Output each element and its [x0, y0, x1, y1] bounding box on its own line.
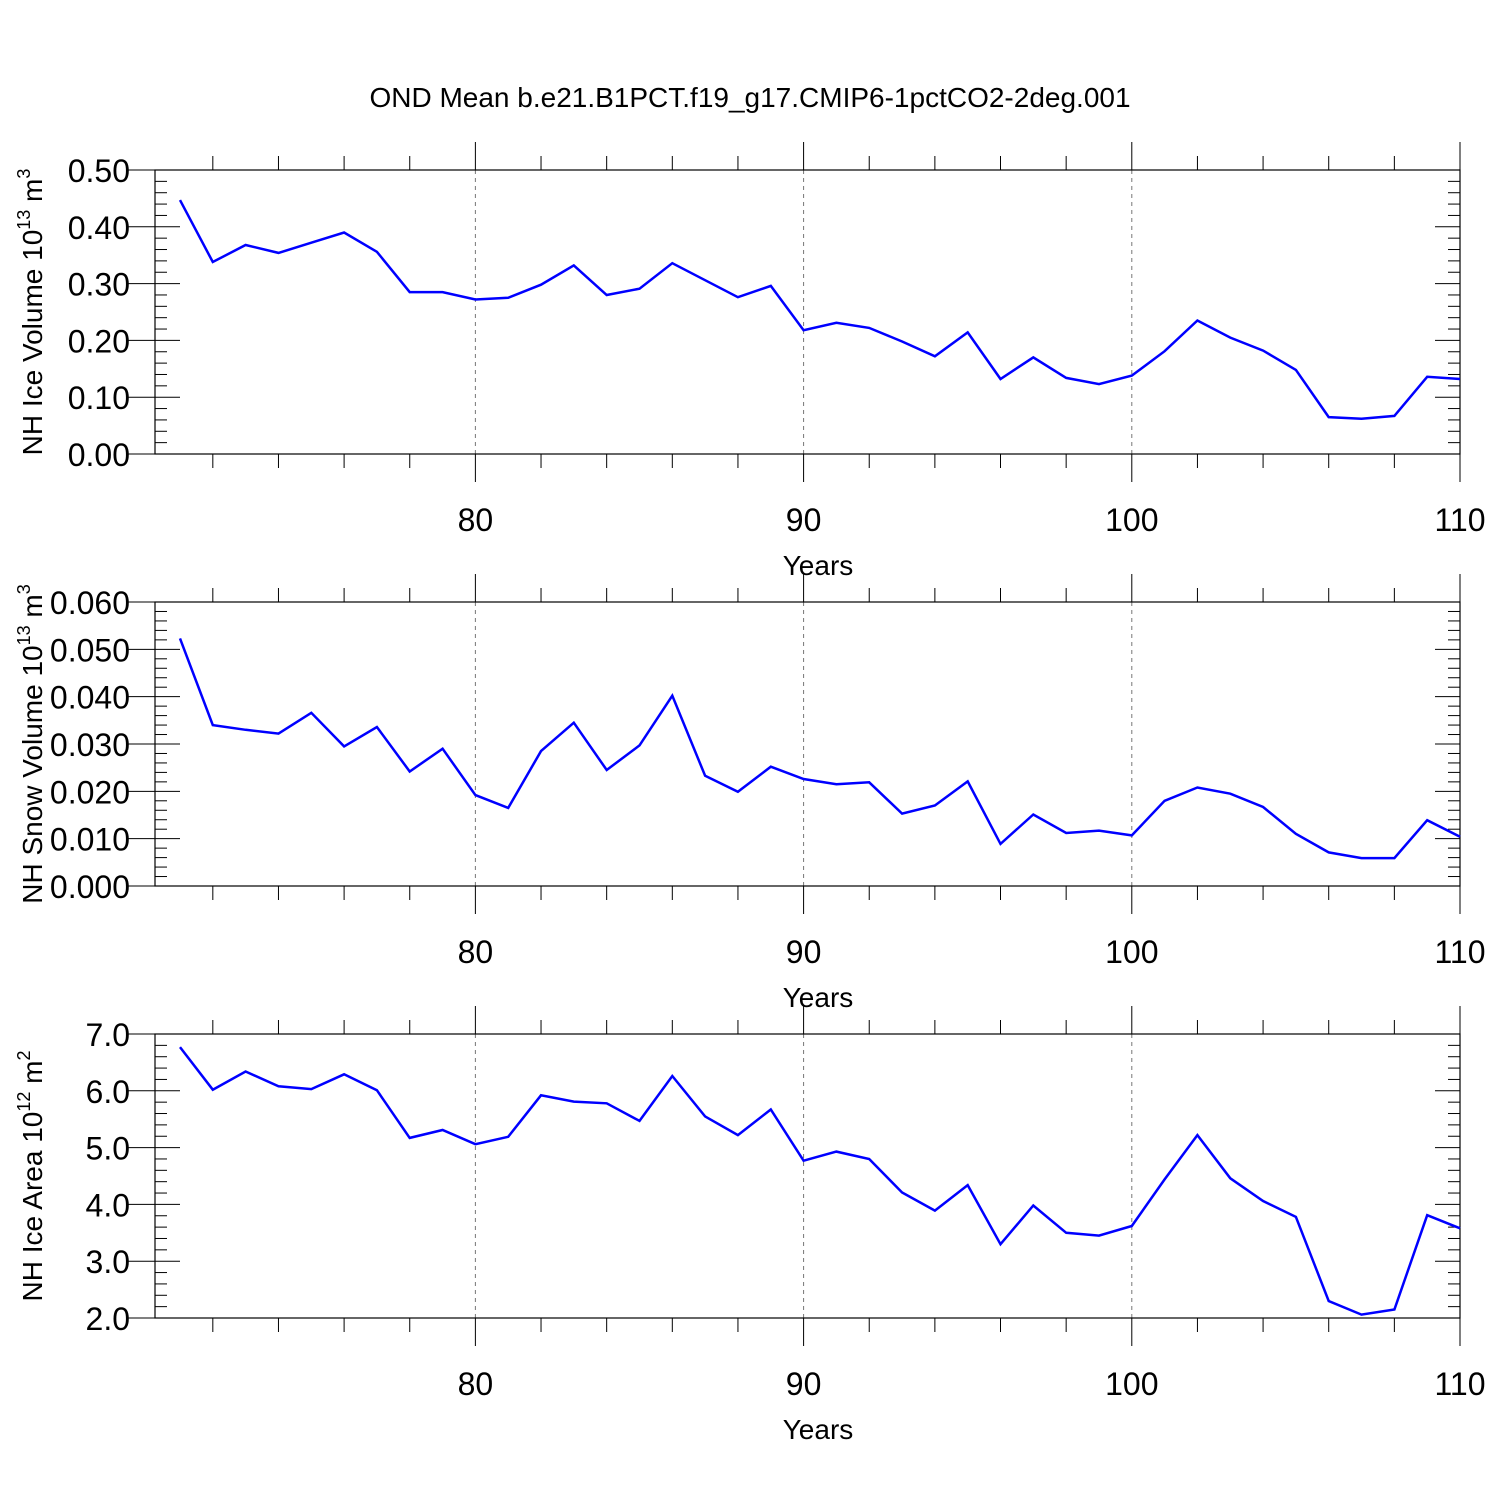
- y-tick-label: 0.10: [68, 380, 130, 416]
- x-tick-label: 100: [1105, 934, 1158, 970]
- x-tick-label: 110: [1434, 502, 1485, 538]
- y-tick-label: 0.010: [50, 822, 130, 858]
- plot-frame: [154, 169, 1461, 455]
- x-tick-label: 100: [1105, 502, 1158, 538]
- plot-frame: [154, 601, 1461, 887]
- x-tick-label: 80: [458, 934, 494, 970]
- series-line: [179, 1046, 1461, 1316]
- x-tick-label: 110: [1434, 934, 1485, 970]
- y-tick-label: 2.0: [86, 1301, 130, 1337]
- series-line: [178, 637, 1461, 860]
- y-tick-label: 0.040: [50, 680, 130, 716]
- series-line: [178, 199, 1461, 421]
- x-tick-label: 110: [1434, 1366, 1485, 1402]
- y-tick-label: 5.0: [86, 1131, 130, 1167]
- panel-2: 80 90 100 110 Years 0.000 0.010 0.020 0.030 0.040…: [14, 574, 1486, 1013]
- y-tick-label: 4.0: [86, 1187, 130, 1223]
- y-tick-label: 0.30: [68, 267, 130, 303]
- panel-3: 80 90 100 110 Years 2.0 3.0 4.0 5.0 6.0 7.0 NH Ice …: [14, 1006, 1486, 1445]
- y-axis-label: NH Ice Area 1012 m2: [14, 1050, 48, 1301]
- x-tick-label: 90: [786, 934, 822, 970]
- x-tick-label: 100: [1105, 1366, 1158, 1402]
- x-axis-label: Years: [783, 1414, 854, 1445]
- plot-frame: [154, 1033, 1461, 1319]
- y-axis-label: NH Ice Volume 1013 m3: [14, 169, 48, 456]
- x-tick-label: 90: [786, 502, 822, 538]
- x-axis-label: Years: [783, 550, 854, 581]
- x-tick-label: 80: [458, 1366, 494, 1402]
- y-axis-label: NH Snow Volume 1013 m3: [14, 584, 48, 904]
- panel-1: 80 90 100 110 Years 0.00 0.10 0.20 0.30 0.40 0.50 N…: [14, 142, 1486, 581]
- y-tick-label: 0.40: [68, 210, 130, 246]
- x-tick-label: 80: [458, 502, 494, 538]
- y-tick-label: 0.50: [68, 153, 130, 189]
- y-tick-label: 0.060: [50, 585, 130, 621]
- y-tick-label: 0.030: [50, 727, 130, 763]
- y-tick-label: 0.00: [68, 437, 130, 473]
- y-tick-label: 0.20: [68, 323, 130, 359]
- y-tick-label: 0.050: [50, 632, 130, 668]
- chart-title: OND Mean b.e21.B1PCT.f19_g17.CMIP6-1pctC…: [369, 82, 1131, 113]
- y-tick-label: 3.0: [86, 1244, 130, 1280]
- y-tick-label: 7.0: [86, 1017, 130, 1053]
- y-tick-label: 6.0: [86, 1074, 130, 1110]
- y-tick-label: 0.000: [50, 869, 130, 905]
- x-tick-label: 90: [786, 1366, 822, 1402]
- y-tick-label: 0.020: [50, 774, 130, 810]
- x-axis-label: Years: [783, 982, 854, 1013]
